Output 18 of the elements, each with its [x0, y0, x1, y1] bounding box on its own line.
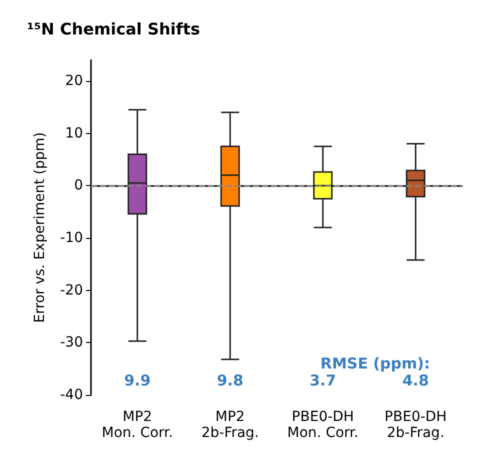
- annotation: 9.8: [216, 372, 244, 390]
- y-tick-label: 10: [65, 125, 83, 142]
- annotation: 4.8: [402, 372, 429, 390]
- y-tick-label: -10: [60, 230, 83, 246]
- x-tick-label: MP2 2b-Frag.: [201, 409, 259, 441]
- x-tick-label: PBE0-DH 2b-Frag.: [384, 409, 447, 441]
- y-axis-title: Error vs. Experiment (ppm): [32, 132, 48, 323]
- y-tick-label: -40: [60, 387, 83, 403]
- y-tick-label: 0: [74, 178, 83, 194]
- x-tick-label: MP2 Mon. Corr.: [102, 409, 173, 441]
- annotation: RMSE (ppm):: [320, 354, 430, 372]
- y-tick-label: -20: [60, 282, 83, 298]
- annotation: 9.9: [124, 372, 151, 390]
- chart-title: ¹⁵N Chemical Shifts: [27, 20, 200, 38]
- annotation: 3.7: [310, 372, 336, 390]
- y-tick-label: -30: [60, 334, 83, 351]
- y-tick-label: 20: [65, 72, 83, 89]
- x-tick-label: PBE0-DH Mon. Corr.: [287, 409, 358, 441]
